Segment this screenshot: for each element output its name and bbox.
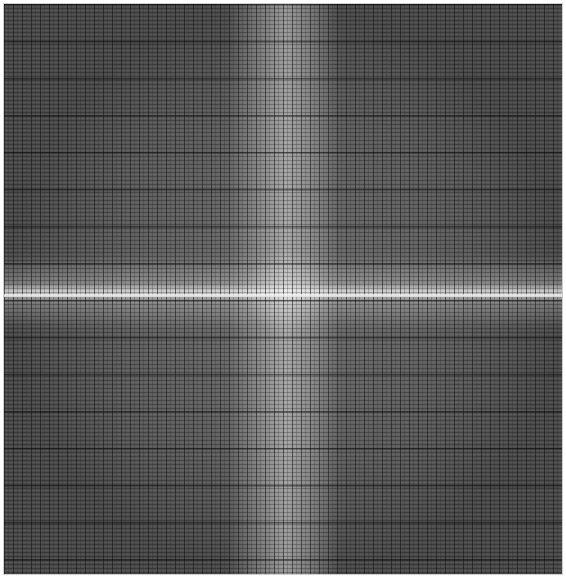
spectrum xyxy=(4,4,562,574)
page xyxy=(0,0,566,578)
spectrum-image xyxy=(0,0,566,578)
